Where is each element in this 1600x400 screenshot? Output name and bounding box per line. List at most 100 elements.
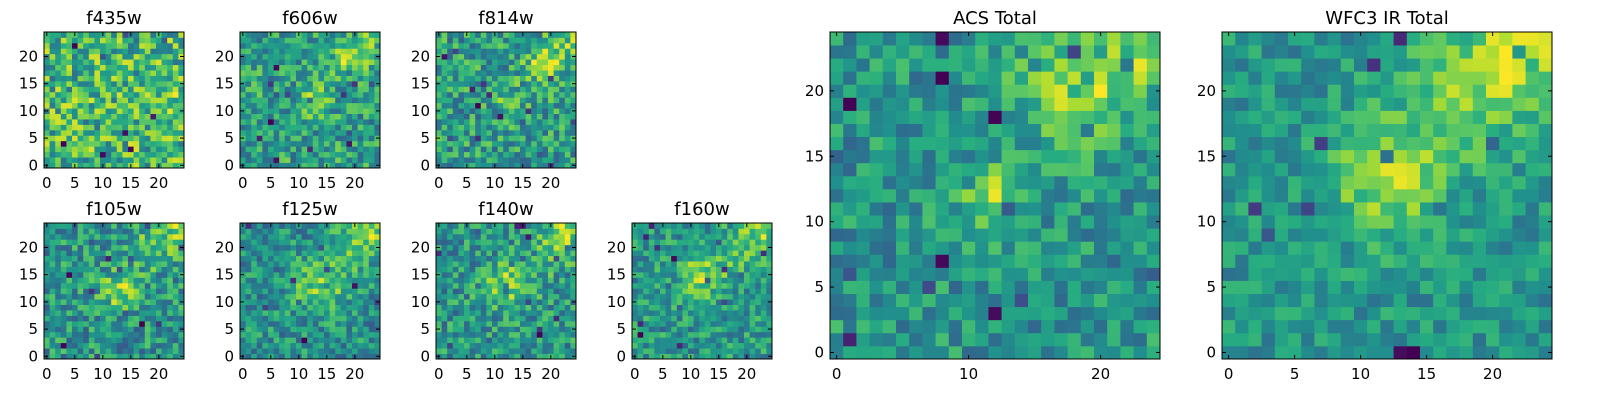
heatmap-cell	[525, 113, 532, 120]
heatmap-cell	[256, 304, 263, 311]
heatmap-cell	[486, 348, 493, 354]
heatmap-cell	[128, 146, 134, 153]
heatmap-cell	[55, 157, 62, 163]
heatmap-cell	[144, 135, 151, 142]
heatmap-cell	[324, 102, 330, 109]
x-tick-label: 15	[709, 365, 728, 383]
heatmap-cell	[643, 348, 650, 354]
heatmap-cell	[436, 293, 442, 300]
heatmap-cell	[352, 129, 358, 136]
heatmap-cell	[150, 37, 157, 44]
heatmap-cell	[72, 59, 78, 66]
heatmap-cell	[374, 70, 381, 76]
heatmap-cell	[542, 113, 549, 120]
heatmap-cell	[116, 42, 123, 49]
heatmap-cell	[643, 244, 650, 251]
heatmap-cell	[452, 342, 459, 349]
heatmap-cell	[262, 140, 269, 147]
heatmap-cell	[256, 75, 263, 82]
heatmap-cell	[447, 86, 454, 93]
heatmap-cell	[464, 108, 470, 114]
heatmap-cell	[105, 124, 112, 131]
heatmap-cell	[111, 97, 118, 104]
heatmap-cell	[536, 42, 543, 49]
heatmap-cell	[133, 162, 140, 169]
heatmap-cell	[548, 119, 554, 125]
heatmap-cell	[716, 261, 722, 267]
heatmap-cell	[318, 119, 325, 125]
heatmap-cell	[133, 119, 140, 125]
heatmap-cell	[637, 337, 644, 344]
heatmap-cell	[514, 293, 521, 300]
heatmap-cell	[161, 140, 168, 147]
heatmap-cell	[570, 129, 577, 136]
heatmap-cell	[60, 255, 67, 262]
heatmap-cell	[88, 353, 95, 360]
heatmap-cell	[648, 261, 655, 267]
heatmap-cell	[542, 162, 549, 169]
heatmap-cell	[77, 70, 84, 76]
heatmap-cell	[44, 102, 50, 109]
heatmap-cell	[542, 299, 549, 305]
heatmap-cell	[738, 353, 745, 360]
heatmap-cell	[480, 282, 487, 289]
heatmap-cell	[133, 102, 140, 109]
heatmap-cell	[273, 315, 280, 322]
heatmap-cell	[1001, 319, 1016, 334]
heatmap-cell	[896, 306, 910, 321]
heatmap-cell	[480, 255, 487, 262]
heatmap-cell	[318, 97, 325, 104]
heatmap-cell	[654, 304, 661, 311]
heatmap-cell	[452, 228, 459, 235]
heatmap-cell	[296, 53, 302, 60]
heatmap-cell	[699, 320, 706, 327]
x-tick-label: 0	[630, 365, 640, 383]
heatmap-cell	[830, 188, 844, 203]
heatmap-cell	[710, 315, 717, 322]
heatmap-cell	[514, 140, 521, 147]
heatmap-cell	[559, 146, 566, 153]
heatmap-cell	[676, 261, 683, 267]
heatmap-cell	[553, 32, 560, 38]
heatmap-cell	[514, 320, 521, 327]
heatmap-cell	[525, 233, 532, 240]
heatmap-cell	[49, 119, 56, 125]
heatmap-cell	[520, 320, 526, 327]
heatmap-cell	[441, 80, 448, 87]
heatmap-cell	[156, 91, 162, 98]
heatmap-cell	[503, 108, 510, 114]
heatmap-cell	[548, 304, 554, 311]
heatmap-cell	[312, 124, 319, 131]
heatmap-cell	[111, 282, 118, 289]
heatmap-cell	[363, 70, 370, 76]
heatmap-cell	[553, 315, 560, 322]
heatmap-cell	[268, 293, 274, 300]
heatmap-cell	[497, 97, 504, 104]
heatmap-cell	[245, 129, 252, 136]
heatmap-cell	[133, 70, 140, 76]
heatmap-cell	[368, 151, 375, 158]
heatmap-cell	[525, 315, 532, 322]
heatmap-cell	[648, 288, 655, 295]
heatmap-cell	[83, 282, 90, 289]
heatmap-cell	[94, 250, 101, 257]
heatmap-cell	[922, 228, 936, 242]
y-tick-label: 0	[224, 156, 234, 174]
heatmap-cell	[693, 255, 700, 262]
heatmap-cell	[307, 119, 314, 125]
heatmap-cell	[975, 293, 989, 308]
heatmap-cell	[962, 319, 976, 334]
heatmap-cell	[1107, 175, 1121, 190]
heatmap-cell	[290, 233, 297, 240]
heatmap-cell	[60, 64, 67, 71]
heatmap-cell	[458, 108, 465, 114]
heatmap-cell	[100, 129, 106, 136]
heatmap-cell	[948, 280, 963, 294]
heatmap-cell	[352, 315, 358, 322]
heatmap-cell	[441, 293, 448, 300]
heatmap-cell	[324, 310, 330, 316]
heatmap-cell	[525, 337, 532, 344]
heatmap-cell	[172, 113, 179, 120]
heatmap-cell	[100, 320, 106, 327]
heatmap-cell	[251, 277, 258, 284]
